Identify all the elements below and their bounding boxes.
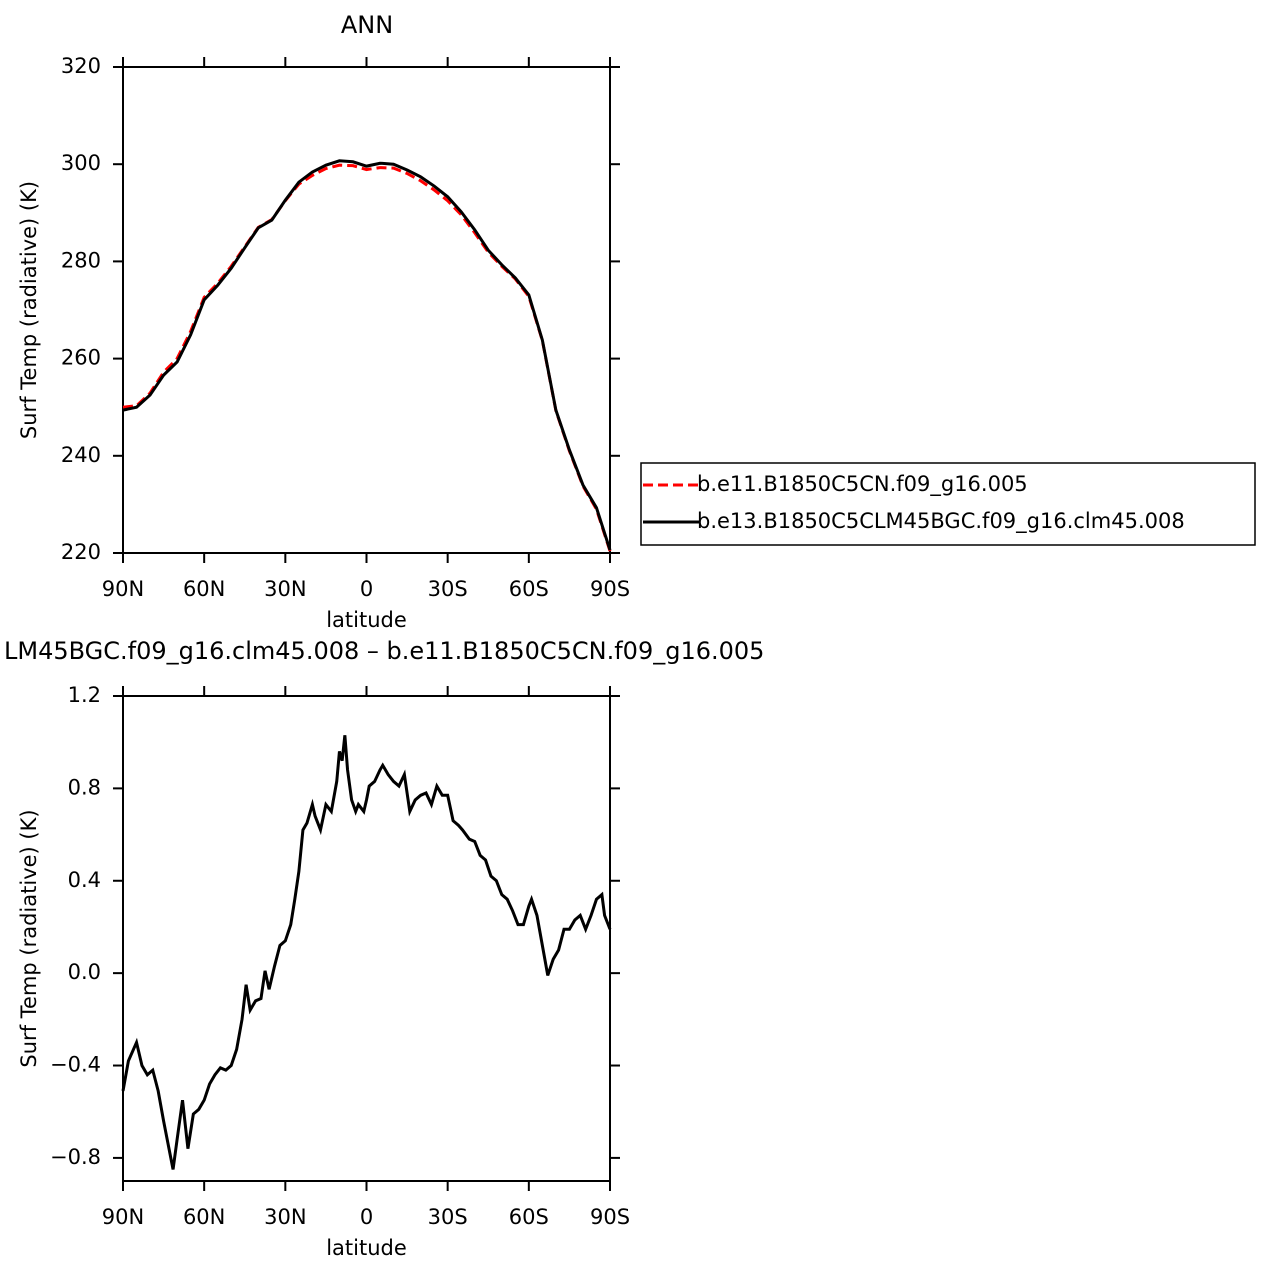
x-axis-label: latitude xyxy=(326,608,407,632)
y-axis-label: Surf Temp (radiative) (K) xyxy=(17,181,41,439)
data-line xyxy=(122,163,612,552)
chart-title: ANN xyxy=(341,11,393,39)
legend-label: b.e13.B1850C5CLM45BGC.f09_g16.clm45.008 xyxy=(697,509,1185,534)
y-tick-label: 0.8 xyxy=(68,775,101,799)
legend-box xyxy=(640,462,1256,546)
plot-frame xyxy=(122,66,611,554)
y-tick-label: −0.8 xyxy=(50,1145,101,1169)
x-tick-label: 60N xyxy=(183,1205,225,1229)
y-tick-label: 260 xyxy=(61,346,101,370)
x-tick-label: 60S xyxy=(509,577,549,601)
x-tick-label: 90S xyxy=(590,1205,630,1229)
data-line xyxy=(121,735,612,1170)
x-tick-label: 90N xyxy=(102,577,144,601)
x-tick-label: 60N xyxy=(183,577,225,601)
y-tick-label: 0.4 xyxy=(68,868,101,892)
x-tick-label: 60S xyxy=(509,1205,549,1229)
y-tick-label: 0.0 xyxy=(68,960,101,984)
y-tick-label: 1.2 xyxy=(68,683,101,707)
chart-title: LM45BGC.f09_g16.clm45.008 – b.e11.B1850C… xyxy=(4,637,764,665)
x-tick-label: 30S xyxy=(428,1205,468,1229)
x-tick-label: 0 xyxy=(360,577,373,601)
legend-label: b.e11.B1850C5CN.f09_g16.005 xyxy=(697,472,1028,497)
x-tick-label: 90N xyxy=(102,1205,144,1229)
y-tick-label: 320 xyxy=(61,54,101,78)
data-line xyxy=(122,159,612,551)
x-tick-label: 30N xyxy=(264,577,306,601)
y-tick-label: 280 xyxy=(61,248,101,272)
plot-frame xyxy=(122,695,611,1182)
x-tick-label: 30N xyxy=(264,1205,306,1229)
y-tick-label: 220 xyxy=(61,540,101,564)
x-axis-label: latitude xyxy=(326,1236,407,1260)
x-tick-label: 30S xyxy=(428,577,468,601)
y-tick-label: 240 xyxy=(61,443,101,467)
x-tick-label: 0 xyxy=(360,1205,373,1229)
y-tick-label: 300 xyxy=(61,151,101,175)
y-tick-label: −0.4 xyxy=(50,1053,101,1077)
y-axis-label: Surf Temp (radiative) (K) xyxy=(17,809,41,1067)
x-tick-label: 90S xyxy=(590,577,630,601)
